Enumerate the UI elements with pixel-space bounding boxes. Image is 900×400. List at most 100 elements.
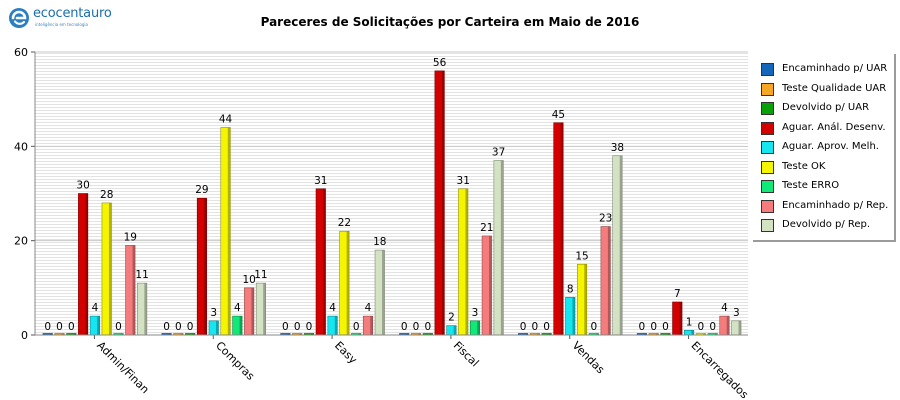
bar [518, 333, 528, 335]
data-label: 44 [219, 113, 233, 125]
bar [197, 198, 207, 335]
legend-label: Aguar. Aprov. Melh. [782, 141, 879, 152]
bar-shade [738, 320, 742, 335]
bar-shade [703, 333, 706, 335]
legend-label: Encaminhado p/ UAR [782, 63, 888, 74]
legend-label: Teste Qualidade UAR [782, 82, 887, 94]
data-label: 4 [365, 302, 372, 314]
bar [280, 333, 291, 335]
data-label: 4 [329, 302, 336, 314]
bar-shade [323, 188, 326, 335]
bar-shade [299, 333, 302, 335]
legend-swatch [761, 121, 774, 135]
data-label: 11 [254, 269, 267, 281]
bar-shade [204, 198, 207, 335]
bar-shade [108, 202, 112, 335]
bar-shade [251, 287, 254, 335]
data-label: 7 [674, 288, 681, 300]
bar-shade [619, 155, 623, 335]
bar-shade [370, 316, 373, 335]
bar-shade [239, 316, 243, 335]
data-label: 8 [567, 283, 574, 295]
bar [375, 250, 385, 335]
data-label: 3 [472, 307, 479, 319]
bar [577, 264, 587, 335]
bar [327, 316, 338, 335]
bar [458, 188, 468, 335]
data-label: 0 [662, 321, 669, 333]
bar-shade [132, 245, 136, 335]
bar [316, 188, 326, 335]
bar-shade [714, 333, 718, 335]
y-tick-label: 60 [14, 46, 28, 59]
ecocentauro-logo-icon [9, 8, 29, 28]
bar-shade [607, 226, 611, 335]
bar [660, 333, 671, 335]
data-label: 10 [242, 274, 255, 286]
data-label: 0 [520, 321, 527, 333]
x-tick-label: Admin/Finan [94, 339, 151, 396]
bar [137, 283, 147, 335]
data-label: 0 [44, 321, 51, 333]
data-label: 0 [294, 321, 301, 333]
legend-label: Devolvido p/ Rep. [782, 219, 871, 230]
data-label: 37 [492, 146, 505, 158]
bar-shade [667, 333, 671, 335]
bar [244, 287, 254, 335]
data-label: 0 [532, 321, 539, 333]
x-tick-label: Compras [213, 339, 257, 383]
bar [90, 316, 100, 335]
bar [446, 325, 457, 335]
data-label: 0 [68, 321, 75, 333]
bar [411, 333, 421, 335]
data-label: 38 [611, 142, 624, 154]
bar-shade [477, 320, 480, 335]
data-label: 18 [373, 236, 386, 248]
bar-shade [358, 333, 361, 335]
bar [256, 283, 266, 335]
gridlines [35, 51, 748, 242]
bar-shade [560, 122, 564, 335]
bar-shade [644, 333, 647, 335]
data-label: 56 [433, 57, 447, 69]
bar-shade [85, 193, 88, 335]
legend-swatch [761, 199, 774, 213]
data-label: 0 [306, 321, 313, 333]
bar-shade [596, 333, 599, 335]
bar [565, 297, 575, 335]
bar-shade [691, 330, 694, 335]
data-label: 0 [56, 321, 63, 333]
x-tick-label: Encarregados [688, 339, 751, 400]
bar-shade [73, 333, 77, 335]
plot-area-background [35, 52, 748, 335]
bar [482, 235, 492, 335]
bar [125, 245, 136, 335]
data-label: 0 [353, 321, 360, 333]
bar [731, 320, 742, 335]
bar [113, 333, 124, 335]
logo-tagline: inteligência em tecnologia [35, 22, 88, 27]
bar-shade [655, 333, 659, 335]
bar-shade [726, 316, 730, 335]
legend-swatch [761, 180, 774, 193]
data-label: 31 [314, 175, 327, 187]
bar [161, 333, 172, 335]
bar [209, 320, 219, 335]
bar [101, 202, 112, 335]
bar [220, 127, 231, 335]
bar [719, 316, 730, 335]
data-label: 0 [543, 321, 550, 333]
legend-swatch [761, 160, 774, 174]
x-tick-label: Fiscal [451, 339, 482, 370]
bar-shade [584, 264, 587, 335]
bar [553, 122, 564, 335]
data-label: 0 [698, 321, 705, 333]
bar [684, 330, 694, 335]
bar-shade [168, 333, 172, 335]
bar-shade [216, 320, 219, 335]
bar-shade [287, 333, 291, 335]
legend-label: Devolvido p/ UAR [782, 102, 870, 113]
bar-shade [334, 316, 338, 335]
bar [66, 333, 77, 335]
bar-shade [192, 333, 195, 335]
